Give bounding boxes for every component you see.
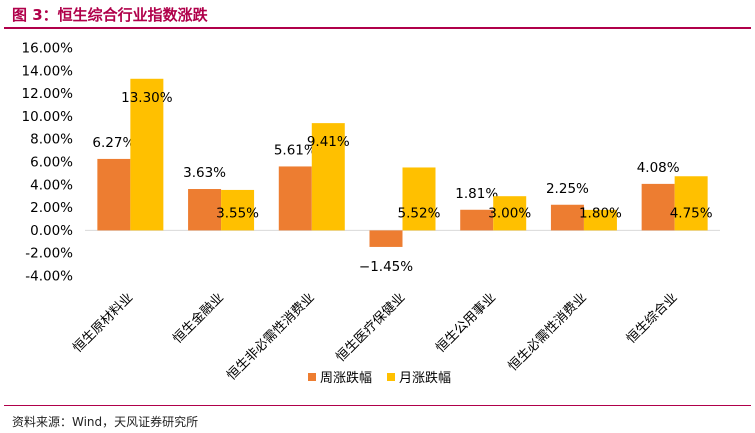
y-tick-label: -2.00% (25, 246, 73, 262)
data-label: 9.41% (307, 134, 350, 150)
data-label: 2.25% (546, 181, 589, 197)
y-tick-label: -4.00% (25, 269, 73, 285)
y-tick-label: 0.00% (30, 223, 73, 239)
y-tick-label: 2.00% (30, 200, 73, 216)
bar-monthly (130, 78, 164, 231)
footer-rule (4, 405, 751, 406)
data-label: 3.63% (183, 165, 226, 181)
data-label: 3.55% (216, 205, 259, 221)
x-tick-label: 恒生原材料业 (70, 290, 136, 356)
bar-weekly (188, 189, 222, 231)
data-label: 1.81% (455, 186, 498, 202)
figure-title: 图 3：恒生综合行业指数涨跌 (12, 6, 208, 24)
data-label: −1.45% (359, 259, 413, 275)
bar-weekly (641, 183, 675, 231)
y-tick-label: 6.00% (30, 155, 73, 171)
y-tick-label: 16.00% (22, 41, 74, 57)
y-tick-label: 8.00% (30, 132, 73, 148)
data-label: 13.30% (121, 90, 173, 106)
bar-weekly (369, 230, 403, 247)
legend-label: 周涨跌幅 (320, 370, 372, 386)
legend-swatch (387, 373, 395, 381)
bar-monthly (221, 189, 255, 231)
bar-weekly (97, 158, 131, 231)
bar-monthly (493, 196, 527, 231)
legend-swatch (308, 373, 316, 381)
x-tick-label: 恒生金融业 (170, 290, 227, 347)
data-label: 1.80% (579, 205, 622, 221)
bar-monthly (674, 176, 708, 231)
header-rule (4, 27, 751, 29)
bar-monthly (402, 167, 436, 231)
legend-label: 月涨跌幅 (399, 370, 451, 386)
data-label: 4.08% (637, 160, 680, 176)
y-tick-label: 10.00% (22, 109, 74, 125)
data-label: 6.27% (92, 135, 135, 151)
x-tick-label: 恒生综合业 (624, 290, 681, 347)
bar-weekly (278, 166, 312, 231)
figure-header: 图 3：恒生综合行业指数涨跌 (0, 0, 755, 29)
bar-weekly (550, 204, 584, 231)
x-tick-label: 恒生必需性消费业 (506, 290, 590, 374)
x-tick-label: 恒生医疗保健业 (333, 290, 408, 365)
x-tick-label: 恒生非必需性消费业 (224, 290, 317, 383)
data-label: 5.52% (398, 205, 441, 221)
bar-monthly (311, 123, 345, 231)
data-label: 5.61% (274, 142, 317, 158)
bar-weekly (460, 209, 494, 231)
data-label: 3.00% (488, 205, 531, 221)
y-tick-label: 4.00% (30, 177, 73, 193)
y-tick-label: 14.00% (22, 63, 74, 79)
bar-monthly (583, 209, 617, 231)
data-label: 4.75% (670, 205, 713, 221)
source-note: 资料来源：Wind，天风证券研究所 (12, 415, 199, 429)
x-tick-label: 恒生公用事业 (433, 290, 499, 356)
y-tick-label: 12.00% (22, 86, 74, 102)
